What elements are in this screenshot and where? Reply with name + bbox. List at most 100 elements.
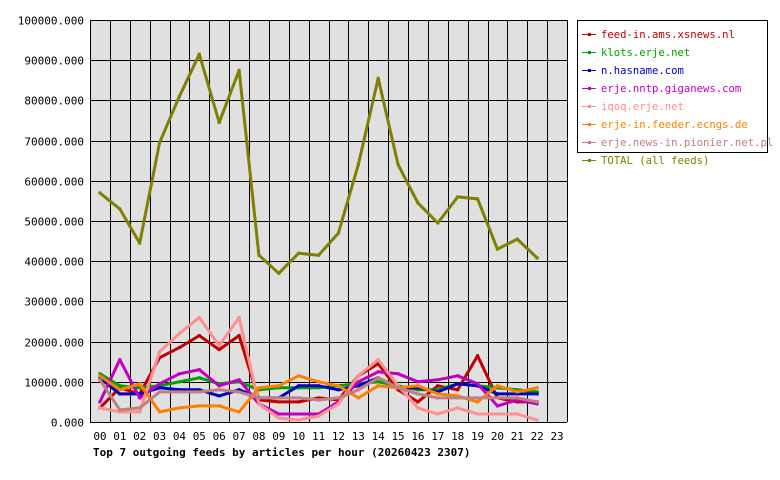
x-tick-label: 12 xyxy=(332,430,345,443)
y-tick-label: 20000.000 xyxy=(24,337,84,350)
data-point xyxy=(197,52,201,56)
data-point xyxy=(436,412,440,416)
data-point xyxy=(515,392,519,396)
data-point xyxy=(317,386,321,390)
data-point xyxy=(138,396,142,400)
data-point xyxy=(317,253,321,257)
data-point xyxy=(98,400,102,404)
data-point xyxy=(535,400,539,404)
x-tick-label: 06 xyxy=(213,430,226,443)
data-point xyxy=(237,390,241,394)
x-tick-label: 14 xyxy=(372,430,386,443)
data-point xyxy=(197,390,201,394)
data-point xyxy=(376,376,380,380)
y-tick-label: 100000.000 xyxy=(18,15,84,28)
x-tick-label: 11 xyxy=(312,430,325,443)
data-point xyxy=(495,404,499,408)
data-point xyxy=(456,406,460,410)
data-point xyxy=(138,406,142,410)
legend-swatch xyxy=(582,83,596,95)
data-point xyxy=(297,396,301,400)
data-point xyxy=(297,418,301,422)
data-point xyxy=(476,197,480,201)
x-tick-label: 13 xyxy=(352,430,365,443)
data-point xyxy=(217,384,221,388)
data-point xyxy=(336,384,340,388)
data-point xyxy=(237,378,241,382)
y-tick-label: 70000.000 xyxy=(24,136,84,149)
data-point xyxy=(257,253,261,257)
legend-label: erje.news-in.pionier.net.pl xyxy=(601,137,774,149)
y-tick-label: 60000.000 xyxy=(24,176,84,189)
x-tick-label: 19 xyxy=(471,430,484,443)
data-point xyxy=(177,94,181,98)
data-point xyxy=(297,386,301,390)
data-point xyxy=(138,386,142,390)
data-point xyxy=(515,390,519,394)
data-point xyxy=(416,388,420,392)
data-point xyxy=(118,388,122,392)
data-point xyxy=(98,406,102,410)
data-point xyxy=(217,344,221,348)
data-point xyxy=(376,362,380,366)
data-point xyxy=(515,237,519,241)
data-point xyxy=(416,380,420,384)
data-point xyxy=(476,354,480,358)
data-point xyxy=(158,390,162,394)
legend-label: erje.nntp.giganews.com xyxy=(601,83,742,95)
x-tick-label: 02 xyxy=(133,430,146,443)
data-point xyxy=(98,378,102,382)
data-point xyxy=(177,390,181,394)
x-tick-label: 20 xyxy=(491,430,504,443)
y-axis-ticks: 0.000 10000.000 20000.000 30000.000 40000.00… xyxy=(18,15,84,430)
data-point xyxy=(436,221,440,225)
data-point xyxy=(158,384,162,388)
data-point xyxy=(456,374,460,378)
data-point xyxy=(515,388,519,392)
chart-title: Top 7 outgoing feeds by articles per hou… xyxy=(93,446,471,459)
legend-item: erje.nntp.giganews.com xyxy=(582,80,767,98)
legend-item: feed-in.ams.xsnews.nl xyxy=(582,26,767,44)
data-point xyxy=(495,392,499,396)
data-point xyxy=(297,251,301,255)
data-point xyxy=(197,368,201,372)
data-point xyxy=(495,412,499,416)
x-tick-label: 09 xyxy=(272,430,285,443)
data-point xyxy=(317,412,321,416)
data-point xyxy=(217,121,221,124)
data-point xyxy=(277,271,281,275)
x-axis-ticks: 00 01 02 03 04 05 06 07 08 09 10 11 12 13 14 15 16 17 18 19… xyxy=(93,430,563,443)
legend-item: iqoq.erje.net xyxy=(582,98,767,116)
data-point xyxy=(197,404,201,408)
legend-label: erje-in.feeder.ecngs.de xyxy=(601,119,748,131)
y-tick-label: 90000.000 xyxy=(24,55,84,68)
data-point xyxy=(277,416,281,420)
data-point xyxy=(158,350,162,354)
x-tick-label: 10 xyxy=(292,430,305,443)
data-point xyxy=(138,410,142,414)
data-point xyxy=(177,406,181,410)
data-point xyxy=(197,334,201,338)
data-point xyxy=(237,388,241,392)
data-point xyxy=(336,231,340,235)
data-point xyxy=(436,388,440,392)
data-point xyxy=(436,392,440,396)
x-tick-label: 17 xyxy=(431,430,444,443)
data-point xyxy=(297,400,301,404)
data-point xyxy=(257,386,261,390)
y-tick-label: 50000.000 xyxy=(24,216,84,229)
data-point xyxy=(535,392,539,396)
data-point xyxy=(98,191,102,195)
data-point xyxy=(356,163,360,167)
x-tick-label: 00 xyxy=(93,430,106,443)
legend-item: n.hasname.com xyxy=(582,62,767,80)
data-point xyxy=(396,384,400,388)
data-point xyxy=(158,356,162,360)
data-point xyxy=(495,247,499,251)
legend-item: erje-in.feeder.ecngs.de xyxy=(582,116,767,134)
data-point xyxy=(317,414,321,418)
data-point xyxy=(515,412,519,416)
data-point xyxy=(376,380,380,384)
data-point xyxy=(118,410,122,414)
